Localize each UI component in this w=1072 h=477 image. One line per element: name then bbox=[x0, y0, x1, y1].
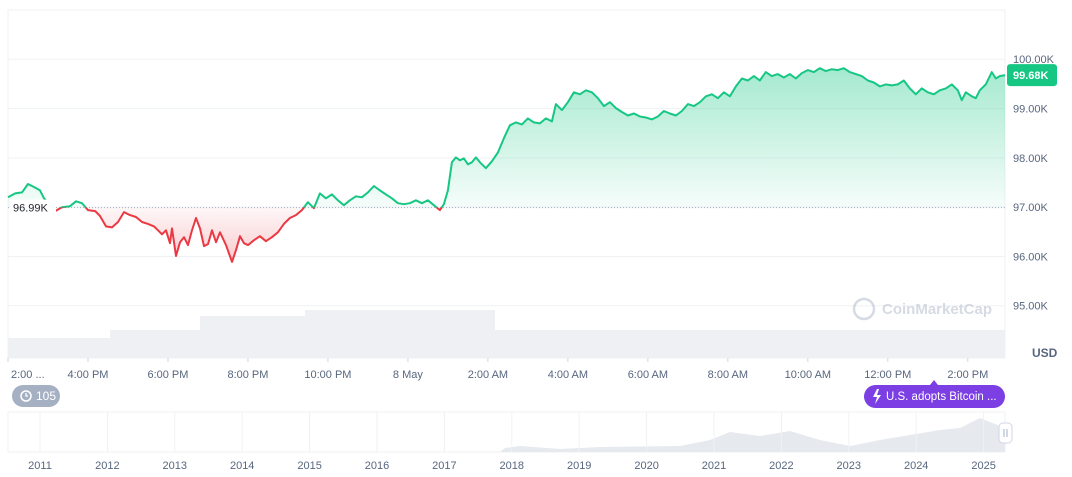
baseline-label-bg bbox=[10, 199, 56, 216]
navigator-year: 2023 bbox=[837, 460, 861, 472]
y-unit: USD bbox=[1032, 346, 1058, 360]
navigator-year: 2021 bbox=[702, 460, 726, 472]
x-tick-label: 8:00 PM bbox=[227, 369, 268, 381]
navigator bbox=[7, 411, 1013, 453]
x-tick-label: 6:00 PM bbox=[147, 369, 188, 381]
event-badge[interactable]: U.S. adopts Bitcoin ... bbox=[864, 380, 1005, 408]
navigator-year: 2020 bbox=[634, 460, 658, 472]
count-badge-text: 105 bbox=[36, 389, 56, 403]
navigator-year: 2014 bbox=[230, 460, 254, 472]
x-tick-label: 2:00 PM bbox=[947, 369, 988, 381]
navigator-year: 2019 bbox=[567, 460, 591, 472]
x-tick-label: 2:00 AM bbox=[468, 369, 508, 381]
current-price-badge bbox=[1007, 64, 1057, 87]
navigator-year: 2016 bbox=[365, 460, 389, 472]
watermark-text: CoinMarketCap bbox=[882, 301, 992, 318]
navigator-year: 2011 bbox=[28, 460, 52, 472]
y-tick-label: 95.00K bbox=[1013, 301, 1049, 313]
watermark: CoinMarketCap bbox=[852, 297, 992, 321]
navigator-year: 2015 bbox=[297, 460, 321, 472]
y-tick-label: 100.00K bbox=[1013, 54, 1055, 66]
baseline-label: 96.99K bbox=[13, 203, 49, 215]
x-tick-label: 4:00 AM bbox=[548, 369, 588, 381]
navigator-year: 2024 bbox=[904, 460, 928, 472]
navigator-years: 2011 2012 2013 2014 2015 2016 2017 2018 2019 2020… bbox=[28, 412, 996, 472]
y-tick-label: 98.00K bbox=[1013, 153, 1049, 165]
navigator-year: 2012 bbox=[95, 460, 119, 472]
y-tick-label: 97.00K bbox=[1013, 202, 1049, 214]
current-price-label: 99.68K bbox=[1013, 70, 1049, 82]
x-tick-label: 8 May bbox=[393, 369, 423, 381]
navigator-year: 2025 bbox=[971, 460, 995, 472]
y-tick-label: 96.00K bbox=[1013, 251, 1049, 263]
x-tick-label: 10:00 PM bbox=[304, 369, 351, 381]
navigator-year: 2022 bbox=[769, 460, 793, 472]
navigator-year: 2017 bbox=[432, 460, 456, 472]
x-tick-label: 2:00 ... bbox=[11, 369, 45, 381]
x-tick-label: 10:00 AM bbox=[785, 369, 831, 381]
navigator-year: 2018 bbox=[500, 460, 524, 472]
price-line bbox=[7, 67, 1006, 263]
series bbox=[7, 67, 1006, 263]
x-tick-label: 12:00 PM bbox=[864, 369, 911, 381]
x-tick-label: 6:00 AM bbox=[628, 369, 668, 381]
volume-bars bbox=[8, 310, 1005, 358]
navigator-year: 2013 bbox=[163, 460, 187, 472]
x-tick-label: 8:00 AM bbox=[708, 369, 748, 381]
price-area bbox=[8, 68, 1005, 262]
y-tick-label: 99.00K bbox=[1013, 103, 1049, 115]
event-badge-text: U.S. adopts Bitcoin ... bbox=[886, 391, 997, 403]
count-badge[interactable]: 105 bbox=[12, 385, 60, 407]
x-tick-label: 4:00 PM bbox=[67, 369, 108, 381]
